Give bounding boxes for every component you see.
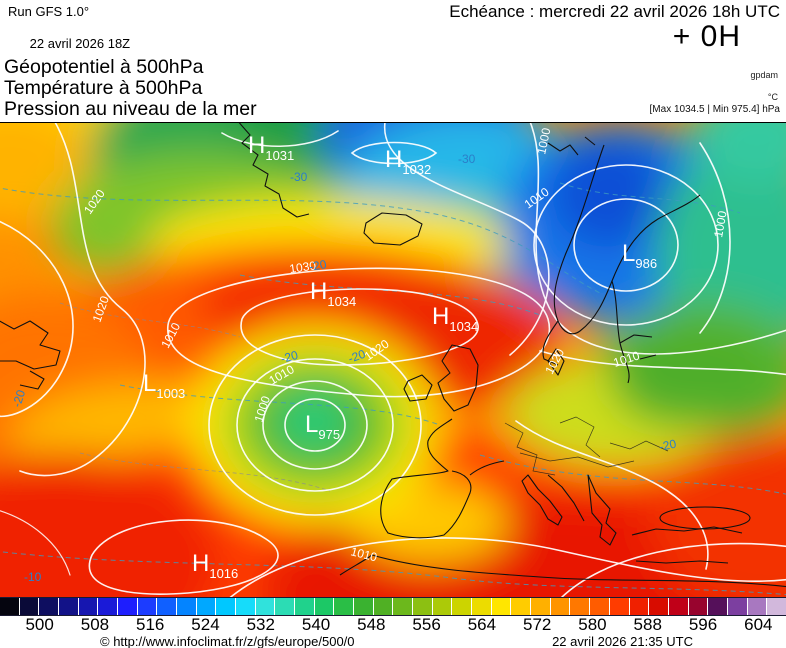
color-scale (0, 597, 786, 616)
unit-temperature: °C (767, 92, 778, 102)
temperature-value-label: -30 (290, 170, 308, 184)
scale-cell (196, 598, 217, 615)
scale-cell (550, 598, 571, 615)
scale-cell (177, 598, 197, 615)
isobar-contours (0, 123, 786, 597)
isobar-value-label: 1010 (349, 544, 379, 564)
forecast-step: + 0H (672, 20, 741, 53)
scale-cell (767, 598, 786, 615)
isobar-value-label: 1030 (288, 258, 317, 276)
temperature-value-label: -30 (458, 152, 476, 166)
temperature-value-label: -10 (24, 570, 42, 584)
generation-datetime: 22 avril 2026 21:35 UTC (552, 634, 693, 648)
scale-cell (19, 598, 40, 615)
scale-cell (59, 598, 79, 615)
scale-cell (98, 598, 119, 615)
scale-cell (0, 598, 20, 615)
scale-cell (609, 598, 630, 615)
scale-tick-label: 580 (578, 615, 607, 634)
scale-cell (118, 598, 138, 615)
scale-cell (295, 598, 315, 615)
footer: © http://www.infoclimat.fr/z/gfs/europe/… (0, 634, 786, 648)
pressure-center-label: H1031 (248, 132, 294, 163)
scale-cell (452, 598, 473, 615)
temperature-value-label: -20 (346, 347, 367, 366)
scale-cell (668, 598, 689, 615)
scale-tick-label: 508 (80, 615, 110, 634)
scale-cell (255, 598, 276, 615)
scale-cell (747, 598, 768, 615)
scale-cell (708, 598, 728, 615)
scale-cell (314, 598, 335, 615)
parameter-pressure: Pression au niveau de la mer (4, 98, 257, 120)
weather-map-image: H1031 H1032 L986 H1034 H1034 L1003 L975 H1016 10… (0, 123, 786, 597)
model-run-line1: Run GFS 1.0° (8, 4, 90, 19)
scale-cell (531, 598, 551, 615)
scale-cell (511, 598, 532, 615)
pressure-center-label: H1016 (192, 550, 238, 581)
temperature-value-label: -20 (658, 437, 678, 454)
scale-cell (39, 598, 60, 615)
pressure-center-label: L1003 (143, 370, 185, 401)
parameter-geopotential: Géopotentiel à 500hPa (4, 56, 204, 78)
pressure-center-label: H1034 (432, 303, 478, 334)
scale-tick-label: 540 (301, 615, 331, 634)
scale-tick-label: 548 (357, 615, 386, 634)
scale-cell (688, 598, 709, 615)
parameter-list: Géopotentiel à 500hPa Température à 500h… (4, 57, 257, 120)
scale-cell (432, 598, 453, 615)
scale-cell (491, 598, 512, 615)
isobar-value-label: 1000 (711, 209, 729, 238)
forecast-validity: Echéance : mercredi 22 avril 2026 18h UT… (449, 2, 780, 21)
scale-cell (727, 598, 748, 615)
isobar-value-label: 1000 (534, 126, 553, 155)
scale-cell (354, 598, 374, 615)
scale-cell (629, 598, 650, 615)
scale-tick-label: 500 (25, 615, 54, 634)
copyright-url: © http://www.infoclimat.fr/z/gfs/europe/… (100, 634, 355, 648)
scale-cell (157, 598, 178, 615)
parameter-temperature: Température à 500hPa (4, 77, 203, 99)
scale-tick-label: 556 (412, 615, 441, 634)
coastlines (0, 123, 786, 588)
pressure-center-label: H1032 (385, 146, 431, 177)
scale-cell (275, 598, 296, 615)
pressure-center-label: L986 (622, 240, 657, 271)
model-run-info: Run GFS 1.0° 22 avril 2026 18Z (8, 4, 130, 52)
unit-geopotential: gpdam (750, 70, 778, 80)
temperature-value-label: -20 (308, 257, 328, 274)
scale-tick-label: 516 (136, 615, 165, 634)
scale-ticks: 500 508 516 524 532 540 548 556 564 572 580 588 596 6… (0, 616, 786, 634)
scale-tick-label: 564 (467, 615, 497, 634)
scale-cell (78, 598, 99, 615)
scale-cell (334, 598, 355, 615)
scale-tick-label: 604 (744, 615, 773, 634)
scale-cell (393, 598, 414, 615)
header: Run GFS 1.0° 22 avril 2026 18Z Echéance … (0, 0, 786, 122)
map-canvas: H1031 H1032 L986 H1034 H1034 L1003 L975 H1016 10… (0, 122, 786, 597)
temperature-contours (0, 182, 786, 596)
scale-tick-label: 532 (246, 615, 275, 634)
temperature-value-label: -20 (279, 348, 300, 366)
scale-cell (216, 598, 237, 615)
scale-cell (137, 598, 158, 615)
scale-tick-label: 524 (191, 615, 220, 634)
pressure-center-label: H1034 (310, 278, 356, 309)
temperature-value-label: -20 (10, 388, 29, 409)
scale-cell (373, 598, 394, 615)
scale-tick-label: 588 (633, 615, 662, 634)
scale-cell (413, 598, 433, 615)
scale-cell (236, 598, 256, 615)
scale-tick-label: 572 (522, 615, 552, 634)
pressure-center-label: L975 (305, 411, 340, 442)
scale-tick-label: 596 (688, 615, 718, 634)
scale-cell (570, 598, 591, 615)
pressure-minmax: [Max 1034.5 | Min 975.4] hPa (649, 104, 780, 115)
model-run-line2: 22 avril 2026 18Z (29, 36, 131, 51)
scale-cell (472, 598, 492, 615)
scale-cell (649, 598, 669, 615)
scale-cell (590, 598, 610, 615)
geopotential-field (0, 123, 786, 597)
